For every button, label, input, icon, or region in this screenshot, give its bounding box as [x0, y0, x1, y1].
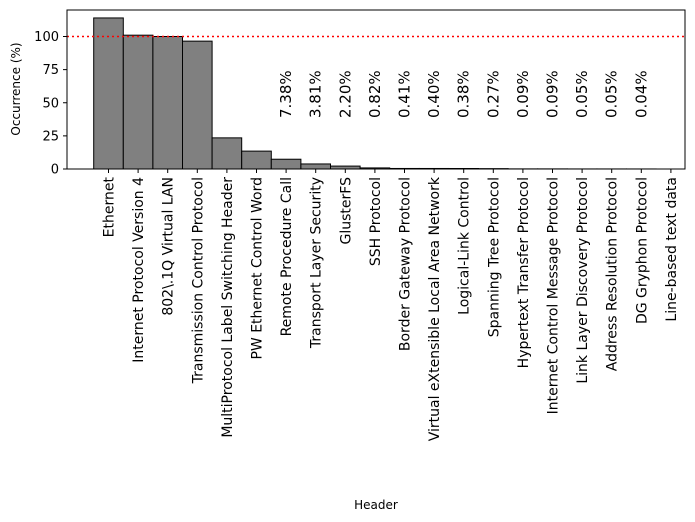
x-tick-label-ssh-protocol: SSH Protocol: [368, 177, 384, 266]
annotation-dg-gryphon-protocol: 0.04%: [632, 70, 650, 118]
annotation-glusterfs: 2.20%: [336, 70, 354, 118]
y-tick-label-75: 75: [42, 63, 59, 78]
bar-internet-protocol-version-4: [122, 34, 154, 170]
x-tick-label-pw-ethernet-control-word: PW Ethernet Control Word: [250, 177, 266, 360]
x-tick-label-transmission-control-protocol: Transmission Control Protocol: [190, 177, 206, 384]
x-tick-label-transport-layer-security: Transport Layer Security: [309, 177, 325, 349]
y-axis-title: Occurrence (%): [9, 42, 23, 135]
x-tick-label-border-gateway-protocol: Border Gateway Protocol: [398, 177, 414, 351]
annotation-border-gateway-protocol: 0.41%: [396, 70, 414, 118]
annotation-transport-layer-security: 3.81%: [307, 70, 325, 118]
annotation-hypertext-transfer-protocol: 0.09%: [514, 70, 532, 118]
y-tick-label-50: 50: [42, 96, 59, 111]
bar-pw-ethernet-control-word: [241, 150, 272, 170]
x-tick-label-glusterfs: GlusterFS: [338, 177, 354, 245]
x-tick-label-remote-procedure-call: Remote Procedure Call: [279, 177, 295, 336]
x-tick-label-virtual-extensible-local-area-network: Virtual eXtensible Local Area Network: [427, 176, 443, 441]
y-tick-label-100: 100: [34, 30, 59, 45]
x-tick-label-logical-link-control: Logical-Link Control: [457, 177, 473, 315]
bar-802-1q-virtual-lan: [152, 36, 183, 170]
annotations-group: 7.38% 3.81% 2.20% 0.82% 0.41% 0.40% 0.38% 0.27%…: [277, 70, 650, 118]
annotation-remote-procedure-call: 7.38%: [277, 70, 295, 118]
y-axis: 0 25 50 75 100: [34, 30, 67, 178]
annotation-link-layer-discovery-protocol: 0.05%: [573, 70, 591, 118]
annotation-spanning-tree-protocol: 0.27%: [484, 70, 502, 118]
x-tick-label-hypertext-transfer-protocol: Hypertext Transfer Protocol: [516, 177, 532, 368]
bar-ethernet: [93, 17, 124, 170]
bar-multiprotocol-label-switching-header: [211, 137, 243, 170]
bar-remote-procedure-call: [270, 158, 302, 170]
bar-transport-layer-security: [300, 163, 331, 170]
x-tick-label-spanning-tree-protocol: Spanning Tree Protocol: [486, 177, 502, 337]
x-tick-label-802-1q-virtual-lan: 802\.1Q Virtual LAN: [161, 177, 177, 316]
y-tick-label-25: 25: [42, 129, 59, 144]
annotation-virtual-extensible-local-area-network: 0.40%: [425, 70, 443, 118]
x-axis: Ethernet Internet Protocol Version 4 802\.…: [102, 169, 680, 441]
annotation-logical-link-control: 0.38%: [455, 70, 473, 118]
bar-transmission-control-protocol: [182, 40, 213, 170]
x-tick-label-line-based-text-data: Line-based text data: [664, 177, 680, 322]
x-tick-label-link-layer-discovery-protocol: Link Layer Discovery Protocol: [575, 177, 591, 384]
x-tick-label-address-resolution-protocol: Address Resolution Protocol: [605, 177, 621, 371]
annotation-internet-control-message-protocol: 0.09%: [544, 70, 562, 118]
x-tick-label-internet-protocol-version-4: Internet Protocol Version 4: [131, 177, 147, 363]
x-tick-label-internet-control-message-protocol: Internet Control Message Protocol: [546, 177, 562, 414]
x-tick-label-ethernet: Ethernet: [102, 176, 118, 237]
x-tick-label-multiprotocol-label-switching-header: MultiProtocol Label Switching Header: [220, 177, 236, 438]
plot-frame: [66, 9, 686, 170]
annotation-address-resolution-protocol: 0.05%: [603, 70, 621, 118]
x-tick-label-dg-gryphon-protocol: DG Gryphon Protocol: [634, 177, 650, 324]
annotation-ssh-protocol: 0.82%: [366, 70, 384, 118]
x-axis-title: Header: [354, 498, 398, 512]
y-tick-label-0: 0: [51, 163, 59, 178]
